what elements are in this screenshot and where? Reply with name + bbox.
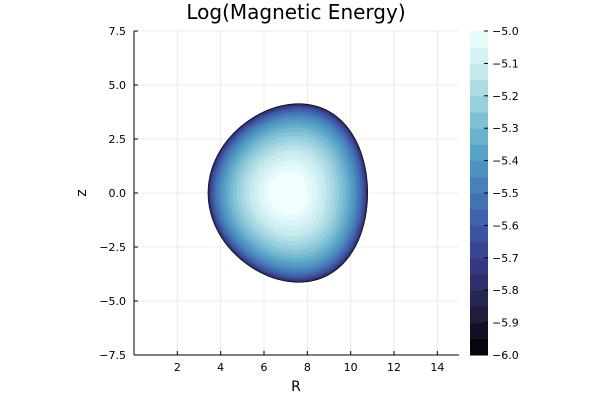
colorbar-segment — [470, 31, 488, 48]
colorbar-ticks: −6.0 −5.9 −5.8 −5.7 −5.6 −5.5 −5.4 −5.3 −5.2 −5.1… — [484, 25, 519, 362]
colorbar-segment — [470, 95, 488, 113]
contour-fill — [207, 103, 368, 283]
colorbar-segment — [470, 176, 488, 194]
y-ticks: −7.5 −5.0 −2.5 0.0 2.5 5.0 7.5 — [99, 25, 138, 362]
contour-band — [268, 171, 308, 215]
colorbar-tick-label: −5.3 — [492, 122, 519, 135]
colorbar-segment — [470, 193, 488, 210]
colorbar-segment — [470, 47, 488, 64]
x-tick-label: 6 — [261, 361, 268, 374]
colorbar-tick-label: −5.1 — [492, 57, 519, 70]
y-axis-label: z — [74, 189, 90, 196]
colorbar-segment — [470, 290, 488, 307]
colorbar-tick-label: −5.9 — [492, 317, 519, 330]
colorbar-segment — [470, 274, 488, 291]
x-tick-label: 8 — [304, 361, 311, 374]
y-tick-label: 0.0 — [109, 187, 127, 200]
colorbar-segment — [470, 306, 488, 324]
colorbar-segment — [470, 79, 488, 97]
colorbar — [470, 31, 488, 356]
colorbar-segment — [470, 209, 488, 226]
colorbar-tick-label: −5.0 — [492, 25, 519, 38]
x-axis-label: R — [291, 379, 301, 395]
y-tick-label: −7.5 — [99, 349, 126, 362]
y-tick-label: −2.5 — [99, 241, 126, 254]
x-tick-label: 10 — [344, 361, 358, 374]
x-ticks: 2 4 6 8 10 12 14 — [174, 351, 444, 374]
colorbar-segment — [470, 225, 488, 243]
x-tick-label: 4 — [217, 361, 224, 374]
y-tick-label: 2.5 — [109, 133, 127, 146]
x-tick-label: 14 — [430, 361, 444, 374]
colorbar-tick-label: −5.7 — [492, 252, 519, 265]
colorbar-segment — [470, 144, 488, 162]
colorbar-segment — [470, 128, 488, 145]
colorbar-segment — [470, 338, 488, 356]
chart-title: Log(Magnetic Energy) — [186, 0, 405, 24]
colorbar-segment — [470, 112, 488, 129]
y-tick-label: 7.5 — [109, 25, 127, 38]
colorbar-segment — [470, 63, 488, 81]
colorbar-segment — [470, 322, 488, 340]
colorbar-segment — [470, 160, 488, 178]
x-tick-label: 2 — [174, 361, 181, 374]
colorbar-tick-label: −5.5 — [492, 187, 519, 200]
colorbar-tick-label: −5.8 — [492, 284, 519, 297]
colorbar-tick-label: −5.2 — [492, 90, 519, 103]
y-tick-label: 5.0 — [109, 79, 127, 92]
colorbar-segment — [470, 241, 488, 259]
x-tick-label: 12 — [387, 361, 401, 374]
colorbar-segment — [470, 257, 488, 275]
colorbar-tick-label: −5.6 — [492, 219, 519, 232]
colorbar-tick-label: −6.0 — [492, 349, 519, 362]
y-tick-label: −5.0 — [99, 295, 126, 308]
colorbar-tick-label: −5.4 — [492, 155, 519, 168]
